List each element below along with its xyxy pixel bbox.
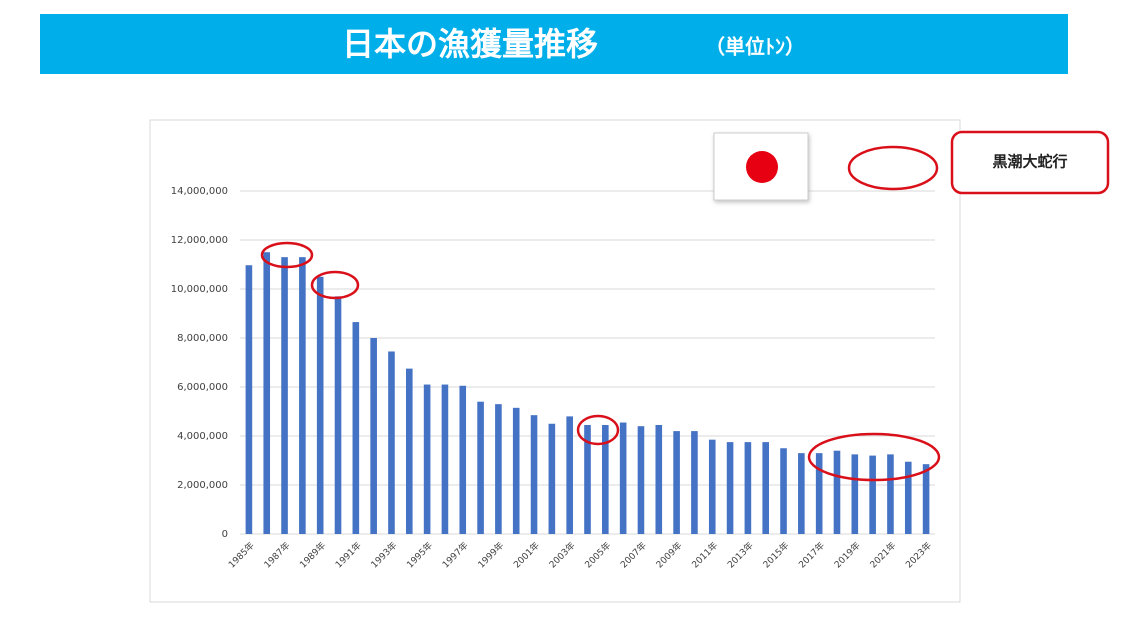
bar <box>512 407 520 534</box>
bar <box>619 422 627 534</box>
bar <box>299 257 306 534</box>
bar <box>352 322 360 534</box>
bar <box>815 453 823 534</box>
flag-icon <box>713 132 809 201</box>
chart-subtitle: （単位ﾄﾝ） <box>705 35 805 59</box>
bar <box>869 455 876 534</box>
y-tick-label: 10,000,000 <box>171 284 228 295</box>
bar <box>388 351 395 534</box>
bar <box>887 454 894 534</box>
y-tick-label: 14,000,000 <box>171 186 228 197</box>
bar <box>405 368 413 534</box>
y-tick-label: 8,000,000 <box>177 333 228 344</box>
y-tick-label: 12,000,000 <box>171 235 228 246</box>
title-banner <box>40 14 1068 74</box>
bar <box>459 385 467 534</box>
bar <box>602 424 609 534</box>
bar <box>370 338 377 534</box>
y-tick-label: 6,000,000 <box>177 382 228 393</box>
legend-ellipse <box>847 145 939 191</box>
bar <box>263 252 271 534</box>
bar <box>833 450 841 534</box>
bar <box>530 415 538 534</box>
bar <box>477 401 484 534</box>
bar <box>548 423 556 534</box>
y-tick-label: 0 <box>222 529 228 540</box>
bar <box>691 431 698 534</box>
bar <box>495 404 502 534</box>
bar <box>673 431 680 534</box>
bar <box>245 265 253 534</box>
flag-circle <box>746 151 778 183</box>
bar <box>851 454 859 534</box>
highlight-ellipses <box>260 241 941 482</box>
bar <box>281 257 288 534</box>
bar <box>655 424 663 534</box>
bar <box>762 442 770 534</box>
bar <box>708 439 716 534</box>
bar <box>780 448 787 534</box>
bar <box>726 442 734 534</box>
highlight <box>310 270 360 300</box>
bar <box>423 384 431 534</box>
highlight <box>260 241 314 269</box>
bar <box>922 464 930 534</box>
bar <box>566 416 573 534</box>
bar <box>441 384 449 534</box>
bar <box>637 426 645 534</box>
bar <box>798 453 805 534</box>
highlight <box>576 414 620 446</box>
bar <box>584 424 591 534</box>
annotation-box <box>950 130 1110 195</box>
bar <box>904 461 912 534</box>
bar <box>316 276 324 534</box>
bar <box>744 442 752 534</box>
chart-title: 日本の漁獲量推移 <box>342 25 598 63</box>
y-tick-label: 4,000,000 <box>177 431 228 442</box>
bar <box>334 296 342 534</box>
y-tick-label: 2,000,000 <box>177 480 228 491</box>
highlight <box>807 432 941 482</box>
annotation-label: 黒潮大蛇行 <box>992 153 1067 171</box>
